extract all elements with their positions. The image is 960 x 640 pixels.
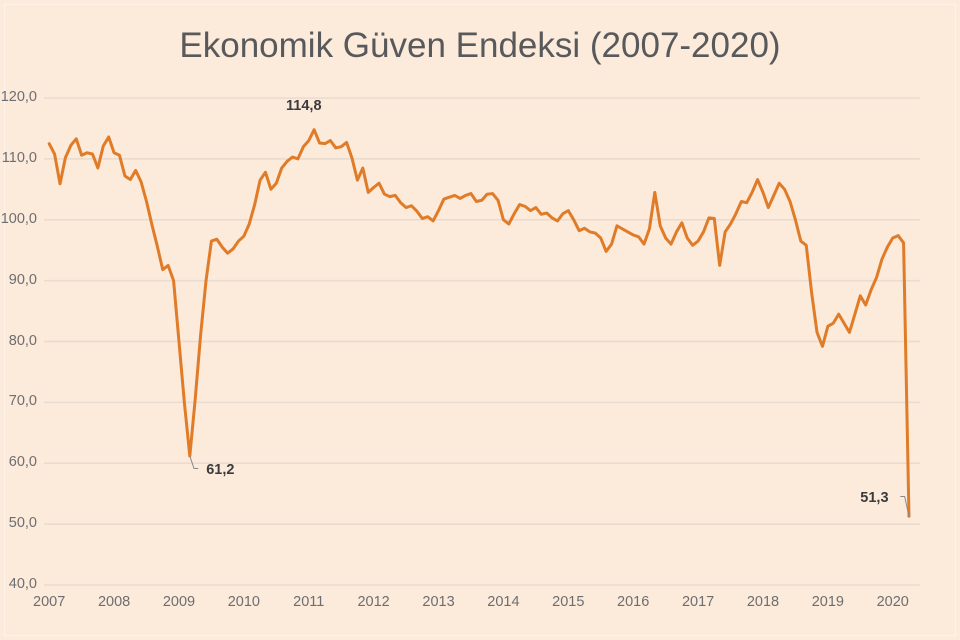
annotation-leader-lines [189,455,910,517]
chart-title: Ekonomik Güven Endeksi (2007-2020) [179,26,781,65]
x-axis-tick-label: 2016 [617,594,650,610]
x-axis-tick-label: 2010 [227,594,260,610]
data-point-label-peak: 114,8 [286,98,322,115]
leader-line-trough-2009 [189,455,199,470]
y-axis-tick-label: 100,0 [0,210,37,227]
x-axis-tick-label: 2009 [162,594,196,610]
x-axis-tick-label: 2017 [681,594,715,610]
y-axis-tick-label: 50,0 [8,515,37,532]
y-axis-tick-label: 80,0 [8,332,37,349]
gridlines-group [44,97,920,586]
x-axis-tick-label: 2014 [487,594,520,610]
y-axis-tick-label: 110,0 [1,149,37,166]
x-axis-tick-label: 2019 [811,594,844,610]
series-group [47,128,911,518]
x-axis-tick-label: 2008 [97,594,131,610]
data-point-label-trough-2009: 61,2 [206,461,235,478]
y-axis-tick-label: 120,0 [0,89,37,105]
data-point-label-covid-drop: 51,3 [860,489,889,506]
x-axis-tick-label: 2011 [293,594,325,610]
data-line-ekonomik-guven-endeksi [47,128,911,518]
x-axis-tick-label: 2013 [422,594,455,610]
x-axis-tick-label: 2018 [746,594,780,610]
x-axis-tick-label: 2020 [876,594,909,610]
x-axis-tick-label: 2012 [357,594,390,610]
y-axis-tick-label: 40,0 [8,576,37,592]
x-axis-tick-label: 2015 [552,594,585,610]
y-axis-tick-label: 70,0 [8,393,37,410]
y-axis-tick-label: 60,0 [8,454,37,471]
x-axis-tick-label: 2007 [33,594,66,610]
y-axis-tick-label: 90,0 [8,271,37,288]
leader-line-covid-drop [900,496,910,517]
